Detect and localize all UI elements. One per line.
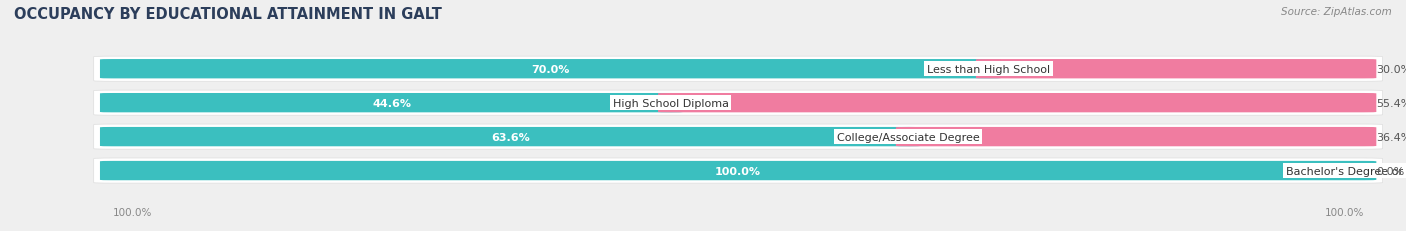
FancyBboxPatch shape: [94, 91, 1382, 116]
FancyBboxPatch shape: [94, 158, 1382, 183]
Text: 70.0%: 70.0%: [531, 64, 569, 74]
Text: 100.0%: 100.0%: [716, 166, 761, 176]
Text: 63.6%: 63.6%: [491, 132, 530, 142]
Text: Source: ZipAtlas.com: Source: ZipAtlas.com: [1281, 7, 1392, 17]
FancyBboxPatch shape: [658, 94, 1376, 113]
FancyBboxPatch shape: [976, 60, 1376, 79]
Text: College/Associate Degree: College/Associate Degree: [837, 132, 980, 142]
Text: OCCUPANCY BY EDUCATIONAL ATTAINMENT IN GALT: OCCUPANCY BY EDUCATIONAL ATTAINMENT IN G…: [14, 7, 441, 22]
FancyBboxPatch shape: [100, 60, 1001, 79]
Text: High School Diploma: High School Diploma: [613, 98, 728, 108]
Text: 44.6%: 44.6%: [373, 98, 411, 108]
FancyBboxPatch shape: [100, 94, 683, 113]
Text: Bachelor's Degree or higher: Bachelor's Degree or higher: [1285, 166, 1406, 176]
Text: 100.0%: 100.0%: [1324, 207, 1364, 217]
Text: 55.4%: 55.4%: [1376, 98, 1406, 108]
FancyBboxPatch shape: [100, 161, 1376, 180]
Text: 0.0%: 0.0%: [1376, 166, 1405, 176]
FancyBboxPatch shape: [896, 127, 1376, 147]
Text: Less than High School: Less than High School: [927, 64, 1050, 74]
Text: 30.0%: 30.0%: [1376, 64, 1406, 74]
FancyBboxPatch shape: [94, 57, 1382, 82]
FancyBboxPatch shape: [94, 125, 1382, 149]
Text: 100.0%: 100.0%: [112, 207, 152, 217]
FancyBboxPatch shape: [100, 127, 921, 147]
Text: 36.4%: 36.4%: [1376, 132, 1406, 142]
